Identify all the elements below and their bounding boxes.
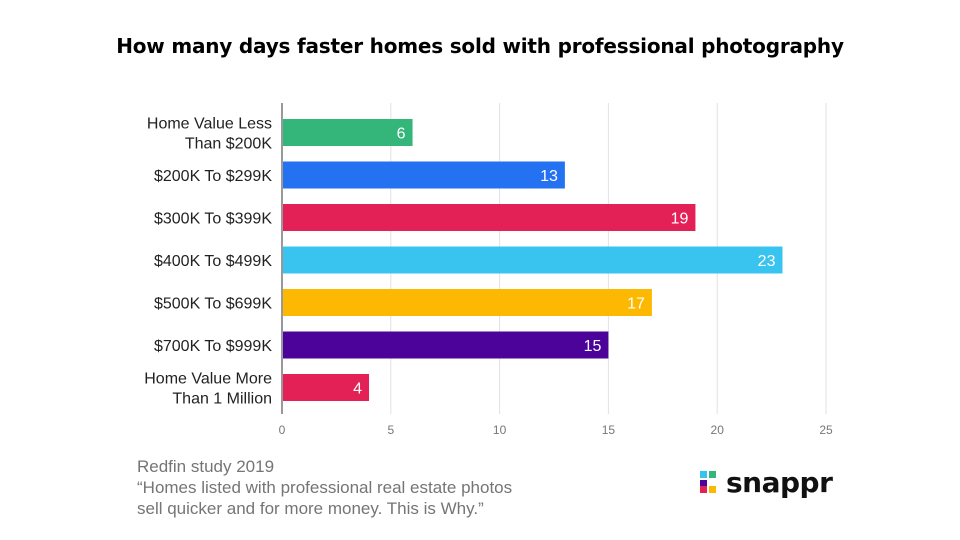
source-line-2: “Homes listed with professional real est…: [137, 478, 513, 497]
x-tick-label: 15: [602, 423, 616, 437]
snappr-logo-icon: [700, 471, 718, 493]
bar: [283, 204, 696, 231]
bar-chart: 6 13 19 23 17 15 4 Home Value Less Than $200K $2…: [144, 103, 833, 437]
bar: [283, 246, 783, 274]
bar-value-label: 6: [397, 126, 406, 143]
bar-value-label: 15: [584, 338, 602, 355]
x-tick-label: 10: [493, 423, 507, 437]
category-labels: Home Value Less Than $200K $200K To $299K $…: [144, 116, 272, 408]
bars: 6 13 19 23 17 15 4: [283, 119, 783, 401]
bar: [283, 289, 652, 316]
bar: [283, 374, 370, 401]
x-axis-ticks: 0 5 10 15 20 25: [279, 423, 833, 437]
bar: [283, 331, 609, 359]
brand-name: snappr: [726, 465, 833, 499]
bar: [283, 119, 413, 146]
source-note: Redfin study 2019 “Homes listed with pro…: [137, 456, 597, 519]
category-label: $200K To $299K: [154, 168, 272, 185]
x-tick-label: 25: [819, 423, 833, 437]
brand-logo: snappr: [700, 462, 833, 502]
category-label: Than 1 Million: [172, 391, 272, 408]
category-label: Home Value Less: [147, 116, 272, 133]
category-label: $300K To $399K: [154, 211, 272, 228]
category-label: $500K To $699K: [154, 296, 272, 313]
bar: [283, 161, 565, 189]
source-line-1: Redfin study 2019: [137, 457, 275, 476]
category-label: $700K To $999K: [154, 338, 272, 355]
bar-value-label: 13: [540, 168, 558, 185]
bar-value-label: 19: [671, 211, 689, 228]
category-label: $400K To $499K: [154, 253, 272, 270]
chart-title: How many days faster homes sold with pro…: [116, 34, 844, 58]
bar-value-label: 17: [627, 296, 645, 313]
x-tick-label: 0: [279, 423, 286, 437]
category-label: Home Value More: [144, 371, 272, 388]
bar-value-label: 23: [758, 253, 776, 270]
category-label: Than $200K: [185, 136, 273, 153]
source-line-3: sell quicker and for more money. This is…: [137, 499, 484, 518]
bar-value-label: 4: [353, 381, 362, 398]
x-tick-label: 5: [387, 423, 394, 437]
x-tick-label: 20: [711, 423, 725, 437]
